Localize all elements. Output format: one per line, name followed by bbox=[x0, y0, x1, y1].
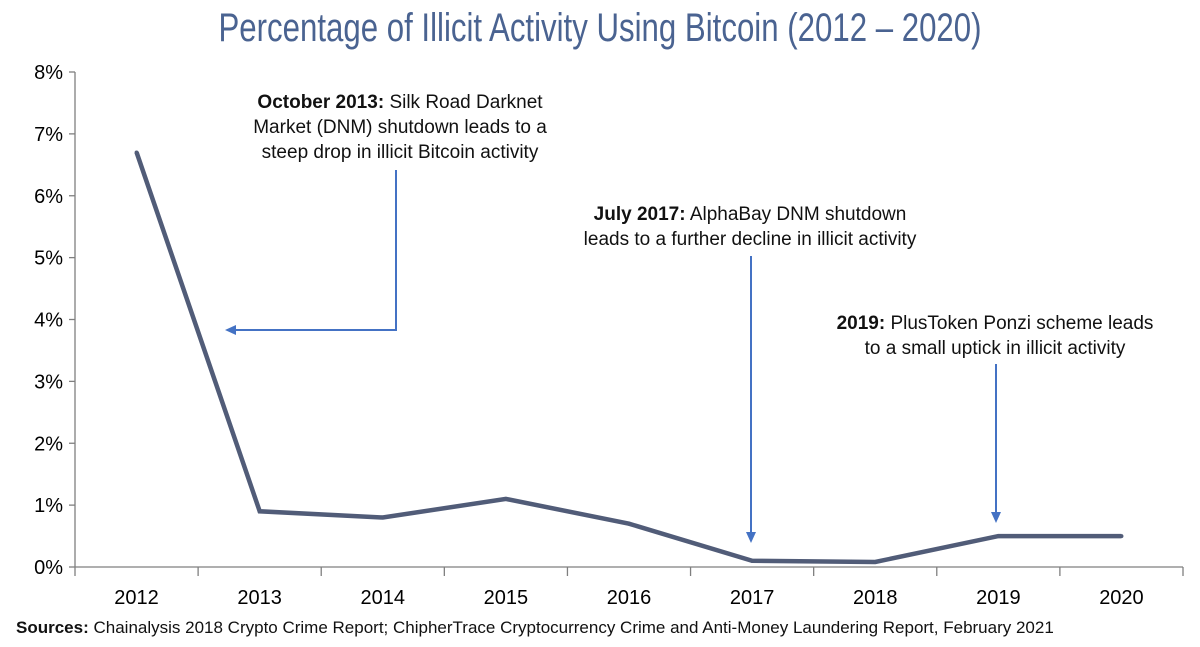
series-layer bbox=[134, 150, 1124, 565]
annotation-alphabay-line1: AlphaBay DNM shutdown bbox=[689, 204, 907, 225]
chart-title: Percentage of Illicit Activity Using Bit… bbox=[218, 6, 982, 50]
axes bbox=[69, 71, 1184, 576]
x-tick-label: 2013 bbox=[237, 587, 282, 609]
data-point bbox=[380, 515, 385, 520]
x-tick-label: 2018 bbox=[853, 587, 898, 609]
tick-labels: 0% 1% 2% 3% 4% 5% 6% 7% 8% 2012 2013 2014 2015 2016 20… bbox=[34, 62, 1144, 609]
x-tick-label: 2017 bbox=[730, 587, 775, 609]
sources-text: Chainalysis 2018 Crypto Crime Report; Ch… bbox=[93, 618, 1054, 637]
y-tick-label: 5% bbox=[34, 248, 63, 270]
data-point bbox=[627, 521, 631, 526]
x-tick-label: 2014 bbox=[361, 587, 406, 609]
sources-note: Sources: Chainalysis 2018 Crypto Crime R… bbox=[16, 618, 1054, 638]
y-tick-label: 4% bbox=[34, 310, 63, 332]
x-tick-label: 2016 bbox=[607, 587, 652, 609]
annotation-silk-road-line2: Market (DNM) shutdown leads to a bbox=[253, 117, 547, 138]
annotation-silk-road-line1: Silk Road Darknet bbox=[389, 92, 543, 113]
annotation-silk-road-line3: steep drop in illicit Bitcoin activity bbox=[261, 142, 539, 163]
y-tick-label: 7% bbox=[34, 124, 63, 146]
y-tick-label: 2% bbox=[34, 433, 63, 455]
annotation-plustoken-line1: PlusToken Ponzi scheme leads bbox=[890, 313, 1154, 334]
y-tick-label: 1% bbox=[34, 495, 63, 517]
x-tick-label: 2019 bbox=[976, 587, 1021, 609]
y-tick-label: 8% bbox=[34, 62, 63, 84]
annotation-alphabay-line2: leads to a further decline in illicit ac… bbox=[583, 229, 917, 250]
arrow-plustoken-head bbox=[991, 512, 1001, 523]
y-tick-label: 3% bbox=[34, 371, 63, 393]
y-tick-label: 6% bbox=[34, 186, 63, 208]
arrow-alphabay-head bbox=[746, 532, 756, 543]
annotation-alphabay-bold: July 2017: bbox=[593, 204, 686, 225]
annotation-arrows bbox=[225, 170, 1001, 543]
data-point bbox=[996, 534, 1001, 539]
annotation-plustoken-bold: 2019: bbox=[836, 313, 886, 334]
x-tick-label: 2015 bbox=[484, 587, 529, 609]
annotation-plustoken-line2: to a small uptick in illicit activity bbox=[864, 338, 1126, 359]
annotation-alphabay: July 2017: AlphaBay DNM shutdown leads t… bbox=[540, 202, 960, 252]
data-point bbox=[750, 558, 755, 563]
data-point bbox=[134, 150, 139, 155]
data-point bbox=[1119, 534, 1124, 539]
annotation-plustoken: 2019: PlusToken Ponzi scheme leads to a … bbox=[800, 311, 1190, 361]
y-tick-label: 0% bbox=[34, 557, 63, 579]
annotation-silk-road-bold: October 2013: bbox=[257, 92, 385, 113]
data-point bbox=[257, 509, 262, 514]
x-tick-label: 2020 bbox=[1099, 587, 1144, 609]
data-point bbox=[873, 560, 878, 565]
sources-label: Sources: bbox=[16, 618, 89, 637]
arrow-silk-road-head bbox=[225, 325, 236, 335]
x-tick-label: 2012 bbox=[114, 587, 159, 609]
arrow-silk-road-line bbox=[236, 170, 397, 331]
data-point bbox=[503, 496, 508, 501]
annotation-silk-road: October 2013: Silk Road Darknet Market (… bbox=[190, 90, 610, 165]
